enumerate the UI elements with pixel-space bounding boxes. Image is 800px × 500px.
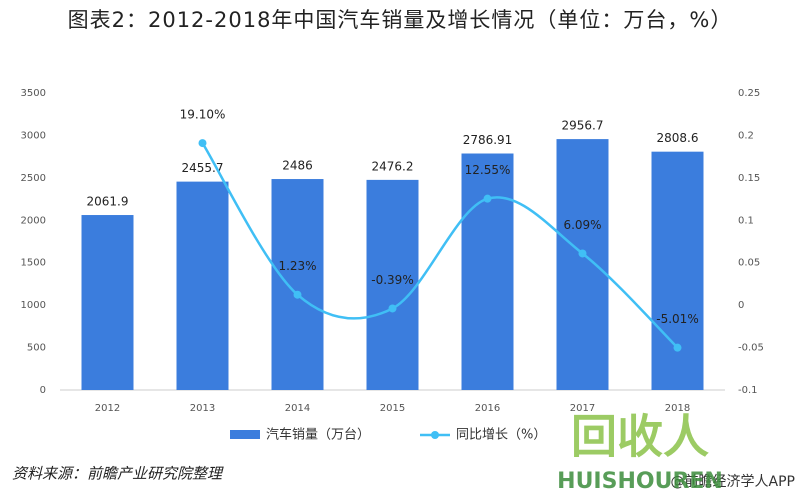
y2-tick-label: -0.05 [738,343,764,354]
line-value-label: 19.10% [180,108,226,122]
bar-value-label: 2061.9 [87,195,129,209]
legend-label: 汽车销量（万台） [266,427,370,443]
x-tick-label: 2014 [285,403,310,414]
line-point [578,249,587,258]
x-tick-label: 2017 [570,403,595,414]
bar [461,153,514,390]
y-tick-label: 500 [27,343,46,354]
watermark: HUISHOUREN [557,469,723,494]
bar-value-label: 2476.2 [372,159,414,173]
y-tick-label: 3500 [21,88,46,99]
legend-label: 同比增长（%） [456,428,546,443]
bar-value-label: 2956.7 [562,119,604,133]
bar-value-label: 2455.7 [182,161,224,175]
y-tick-label: 1000 [21,300,46,311]
bar [176,181,229,390]
line-point [198,139,207,148]
y-tick-label: 2500 [21,173,46,184]
y-tick-label: 2000 [21,215,46,226]
line-value-label: -0.39% [371,273,413,287]
x-tick-label: 2012 [95,403,120,414]
y2-tick-label: 0.1 [738,215,754,226]
growth-line [201,142,679,349]
x-tick-label: 2015 [380,403,405,414]
y-tick-label: 0 [40,385,46,396]
chart-title: 图表2：2012-2018年中国汽车销量及增长情况（单位：万台，%） [67,8,733,32]
y2-tick-label: 0.25 [738,88,760,99]
watermark: 回收人 [571,410,709,464]
y2-tick-label: 0.05 [738,258,760,269]
bar-value-label: 2786.91 [463,133,513,147]
legend-swatch [431,431,439,439]
bar [271,179,324,390]
y2-tick-label: 0.2 [738,130,754,141]
line-value-label: -5.01% [656,312,698,326]
bar-value-label: 2808.6 [657,131,699,145]
x-tick-label: 2018 [665,403,690,414]
y2-tick-label: -0.1 [738,385,758,396]
y2-tick-label: 0 [738,300,744,311]
bar-value-label: 2486 [282,159,313,173]
line-point [388,304,397,313]
bar [651,151,704,390]
legend-swatch [230,430,260,439]
line-value-label: 6.09% [563,218,601,232]
x-tick-label: 2016 [475,403,500,414]
source: 资料来源：前瞻产业研究院整理 [12,465,224,483]
bar [556,139,609,390]
bar [366,179,419,390]
y2-tick-label: 0.15 [738,173,760,184]
y-tick-label: 3000 [21,130,46,141]
line-value-label: 12.55% [465,163,511,177]
line-value-label: 1.23% [278,259,316,273]
line-point [483,194,492,203]
y-tick-label: 1500 [21,258,46,269]
bar [81,215,134,390]
x-tick-label: 2013 [190,403,215,414]
footer-right: @前瞻经济学人APP [671,473,795,490]
line-point [673,343,682,352]
line-point [293,290,302,299]
